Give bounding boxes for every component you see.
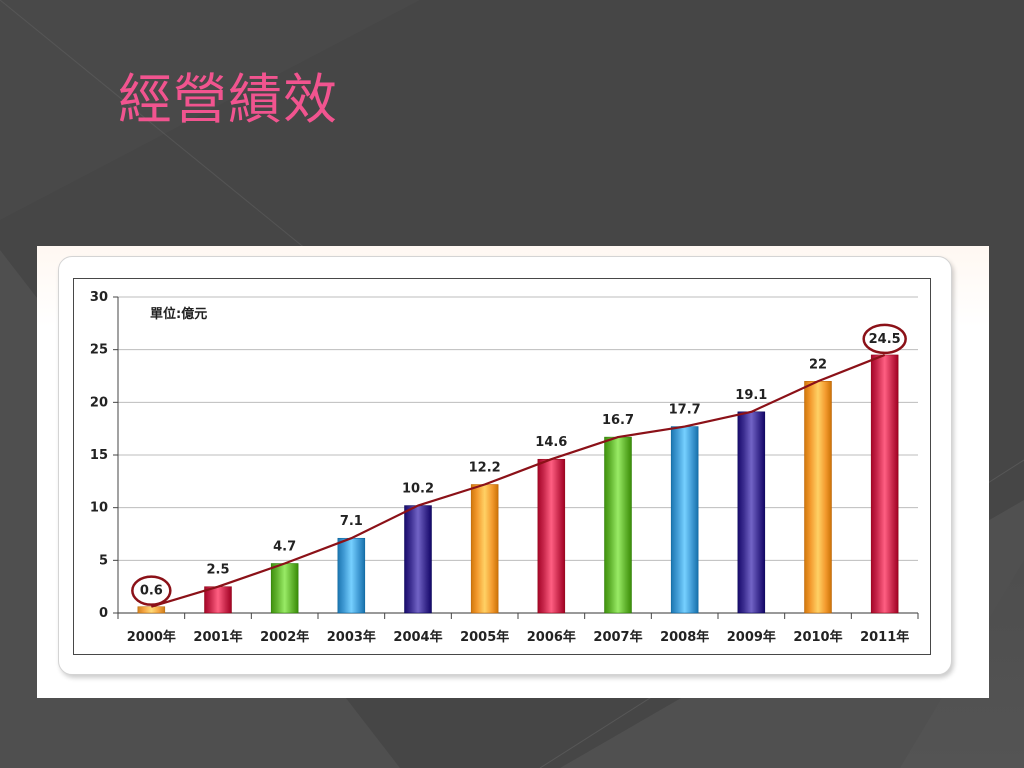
bar xyxy=(404,505,432,614)
bar xyxy=(337,537,366,614)
data-label: 16.7 xyxy=(602,413,634,428)
x-tick-label: 2008年 xyxy=(660,629,709,645)
bar xyxy=(604,436,632,614)
data-label: 17.7 xyxy=(669,403,701,418)
y-tick-label: 0 xyxy=(99,606,108,621)
x-tick-label: 2007年 xyxy=(593,629,642,645)
y-tick-label: 10 xyxy=(90,501,108,516)
chart-frame: 0 5 10 15 20 25 30 2000年 2001年 2002年 2003年 2004年 200… xyxy=(73,278,931,655)
x-tick-label: 2009年 xyxy=(727,629,776,645)
bar xyxy=(537,458,566,614)
data-label: 7.1 xyxy=(340,514,363,529)
y-tick-label: 20 xyxy=(90,395,108,410)
x-tick-label: 2011年 xyxy=(860,629,909,645)
x-tick-label: 2000年 xyxy=(127,629,176,645)
data-label: 22 xyxy=(809,357,827,372)
trend-line xyxy=(151,353,886,608)
y-tick-label: 5 xyxy=(99,553,108,568)
data-label: 14.6 xyxy=(535,435,567,450)
data-label: 2.5 xyxy=(206,563,229,578)
chart-card: 0 5 10 15 20 25 30 2000年 2001年 2002年 2003年 2004年 200… xyxy=(58,256,952,675)
bar xyxy=(270,563,299,614)
bar xyxy=(470,484,499,614)
x-tick-label: 2002年 xyxy=(260,629,309,645)
y-tick-label: 30 xyxy=(90,290,108,305)
bar xyxy=(870,354,899,614)
x-tick-label: 2005年 xyxy=(460,629,509,645)
bar xyxy=(737,411,766,614)
bar xyxy=(137,606,166,614)
data-label: 24.5 xyxy=(869,332,901,347)
x-tick-label: 2010年 xyxy=(793,629,842,645)
x-tick-label: 2001年 xyxy=(193,629,242,645)
y-tick-label: 15 xyxy=(90,448,108,463)
data-label: 0.6 xyxy=(140,584,163,599)
bar xyxy=(804,381,832,614)
chart-image: 0 5 10 15 20 25 30 2000年 2001年 2002年 2003年 2004年 200… xyxy=(37,246,989,698)
slide-title: 經營績效 xyxy=(118,68,338,131)
x-tick-label: 2004年 xyxy=(393,629,442,645)
data-label: 10.2 xyxy=(402,482,434,497)
unit-label: 單位:億元 xyxy=(150,307,208,322)
data-label: 4.7 xyxy=(273,539,296,554)
x-tick-label: 2006年 xyxy=(527,629,576,645)
data-label: 19.1 xyxy=(735,388,767,403)
x-tick-label: 2003年 xyxy=(327,629,376,645)
bar xyxy=(670,426,699,614)
y-tick-label: 25 xyxy=(90,343,108,358)
operating-performance-chart: 0 5 10 15 20 25 30 2000年 2001年 2002年 2003年 2004年 200… xyxy=(90,290,919,645)
data-label: 12.2 xyxy=(469,460,501,475)
